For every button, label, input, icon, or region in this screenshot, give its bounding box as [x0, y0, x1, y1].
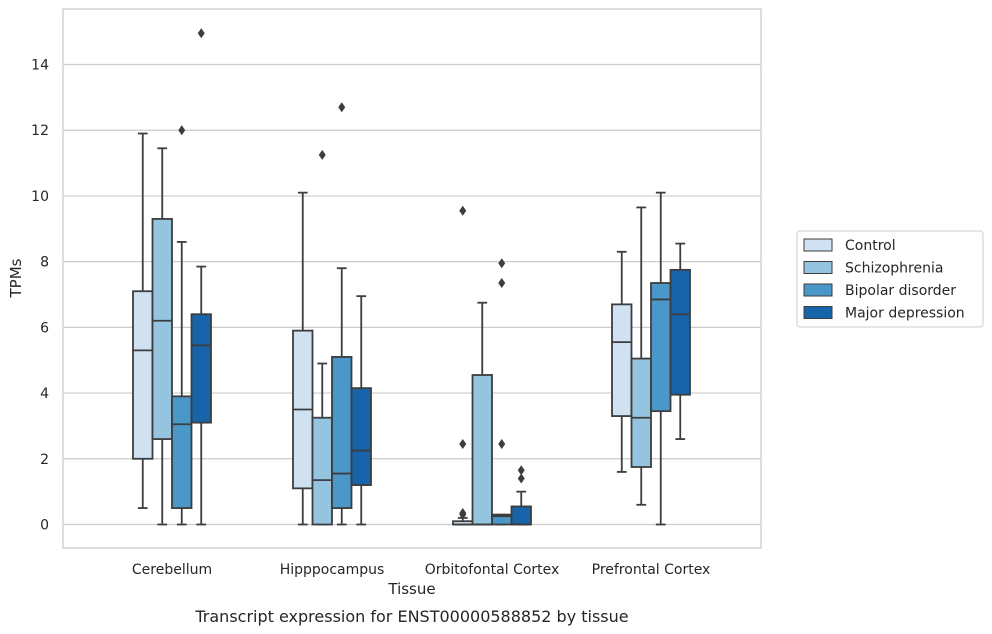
box-body	[630, 357, 652, 468]
chart-title: Transcript expression for ENST0000058885…	[194, 607, 628, 626]
box-body	[151, 218, 173, 440]
outlier-point	[498, 278, 506, 288]
box-group	[650, 191, 672, 526]
box-group	[491, 258, 513, 526]
box-body	[510, 505, 532, 526]
box-body	[171, 395, 193, 509]
legend-swatch	[803, 283, 833, 297]
y-tick-label: 8	[40, 255, 49, 271]
outlier-point	[498, 258, 506, 269]
outlier-point	[498, 439, 506, 449]
box-body	[611, 303, 633, 417]
legend-label: Bipolar disorder	[845, 283, 956, 299]
box-layer	[132, 28, 691, 526]
legend: Control Schizophrenia Bipolar disorder Majo…	[796, 230, 984, 328]
outlier-point	[178, 125, 186, 136]
x-tick-label: Orbitofontal Cortex	[425, 562, 560, 578]
outlier-point	[517, 465, 525, 476]
box-body	[190, 313, 212, 424]
box-body	[650, 282, 672, 413]
box-group	[151, 147, 173, 526]
legend-swatch	[803, 306, 833, 319]
y-tick-label: 2	[40, 452, 49, 468]
box-body	[669, 268, 691, 396]
box-group	[510, 465, 532, 526]
x-axis-title: Tissue	[387, 580, 435, 598]
outlier-point	[197, 28, 205, 39]
legend-swatch	[803, 261, 833, 274]
box-body	[311, 416, 333, 526]
outlier-point	[338, 102, 346, 113]
legend-label: Major depression	[845, 306, 965, 322]
x-tick-label: Prefrontal Cortex	[592, 562, 711, 578]
y-axis-title: TPMs	[7, 258, 25, 298]
y-tick-label: 12	[31, 123, 49, 139]
y-tick-label: 4	[40, 386, 49, 402]
box-group	[471, 301, 493, 526]
legend-frame	[796, 230, 984, 328]
x-tick-label: Hipppocampus	[280, 562, 385, 578]
box-group	[669, 242, 691, 440]
legend-label: Schizophrenia	[845, 261, 943, 277]
box-group	[132, 132, 154, 509]
outlier-point	[459, 509, 467, 520]
x-tick-label: Cerebellum	[132, 562, 212, 578]
y-tick-label: 6	[40, 320, 49, 336]
box-group	[171, 125, 193, 526]
legend-swatch	[803, 238, 833, 252]
box-body	[132, 290, 154, 460]
y-tick-label: 10	[31, 189, 49, 205]
outlier-point	[459, 205, 467, 216]
y-tick-label: 0	[40, 518, 49, 534]
box-group	[452, 205, 474, 526]
legend-label: Control	[845, 238, 896, 254]
box-group	[292, 191, 314, 526]
outlier-point	[517, 473, 525, 484]
box-group	[190, 28, 212, 526]
y-tick-label: 14	[31, 58, 49, 74]
box-body	[471, 374, 493, 526]
outlier-point	[459, 439, 467, 449]
x-tick-labels: Cerebellum Hipppocampus Orbitofontal Corte…	[132, 562, 710, 578]
outlier-point	[318, 149, 326, 160]
box-group	[630, 206, 652, 506]
y-tick-labels: 0 2 4 6 8 10 12 14	[31, 58, 49, 534]
box-body	[331, 356, 353, 509]
box-group	[350, 295, 372, 526]
box-body	[350, 387, 372, 486]
plot-frame	[62, 8, 762, 549]
